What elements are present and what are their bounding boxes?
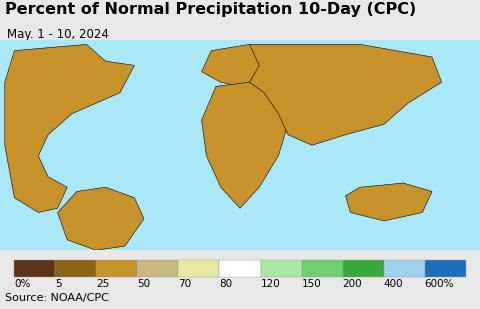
Text: 50: 50 xyxy=(137,279,151,289)
Bar xyxy=(14,260,55,277)
Bar xyxy=(179,260,219,277)
Text: 0%: 0% xyxy=(14,279,31,289)
Text: 5: 5 xyxy=(55,279,62,289)
Text: 200: 200 xyxy=(343,279,362,289)
Bar xyxy=(219,260,261,277)
Text: 80: 80 xyxy=(219,279,233,289)
Bar xyxy=(301,260,343,277)
Text: Source: NOAA/CPC: Source: NOAA/CPC xyxy=(5,293,108,303)
Bar xyxy=(384,260,425,277)
Text: May. 1 - 10, 2024: May. 1 - 10, 2024 xyxy=(7,28,109,41)
Bar xyxy=(425,260,466,277)
Bar xyxy=(261,260,301,277)
Text: 400: 400 xyxy=(384,279,403,289)
Text: Percent of Normal Precipitation 10-Day (CPC): Percent of Normal Precipitation 10-Day (… xyxy=(5,2,416,17)
Bar xyxy=(343,260,384,277)
Text: 150: 150 xyxy=(301,279,321,289)
Bar xyxy=(137,260,179,277)
Text: 70: 70 xyxy=(179,279,192,289)
Bar xyxy=(96,260,137,277)
Text: 600%: 600% xyxy=(425,279,454,289)
Text: 25: 25 xyxy=(96,279,110,289)
Bar xyxy=(55,260,96,277)
Text: 120: 120 xyxy=(261,279,280,289)
